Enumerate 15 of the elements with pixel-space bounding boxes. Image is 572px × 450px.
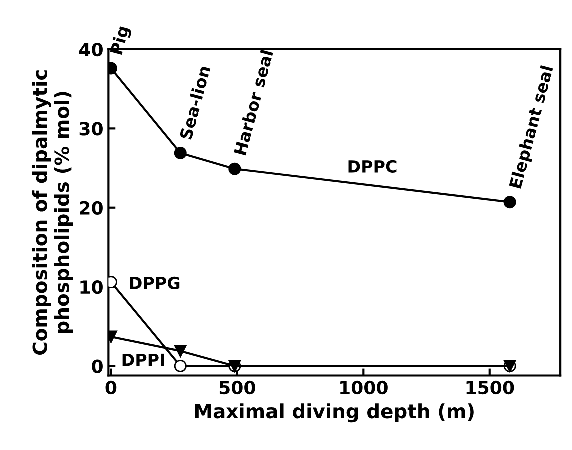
series-label: DPPC [348, 160, 397, 173]
y-axis-title: Composition of dipalmytic phospholipids (% mol) [32, 70, 74, 355]
y-tick-label: 0 [92, 360, 103, 374]
x-tick-label: 0 [106, 380, 117, 395]
x-tick-label: 1500 [466, 380, 514, 395]
y-tick-label: 10 [80, 280, 103, 294]
x-tick-label: 1000 [340, 380, 388, 395]
annotation: Harbor seal [234, 50, 274, 156]
y-tick-label: 40 [80, 42, 103, 57]
y-tick-label: 30 [80, 122, 103, 136]
y-tick-label: 20 [80, 201, 103, 215]
x-axis-title: Maximal diving depth (m) [195, 404, 474, 423]
series-label: DPPI [122, 354, 164, 366]
x-tick-label: 500 [220, 380, 256, 395]
series-label: DPPG [130, 276, 180, 290]
